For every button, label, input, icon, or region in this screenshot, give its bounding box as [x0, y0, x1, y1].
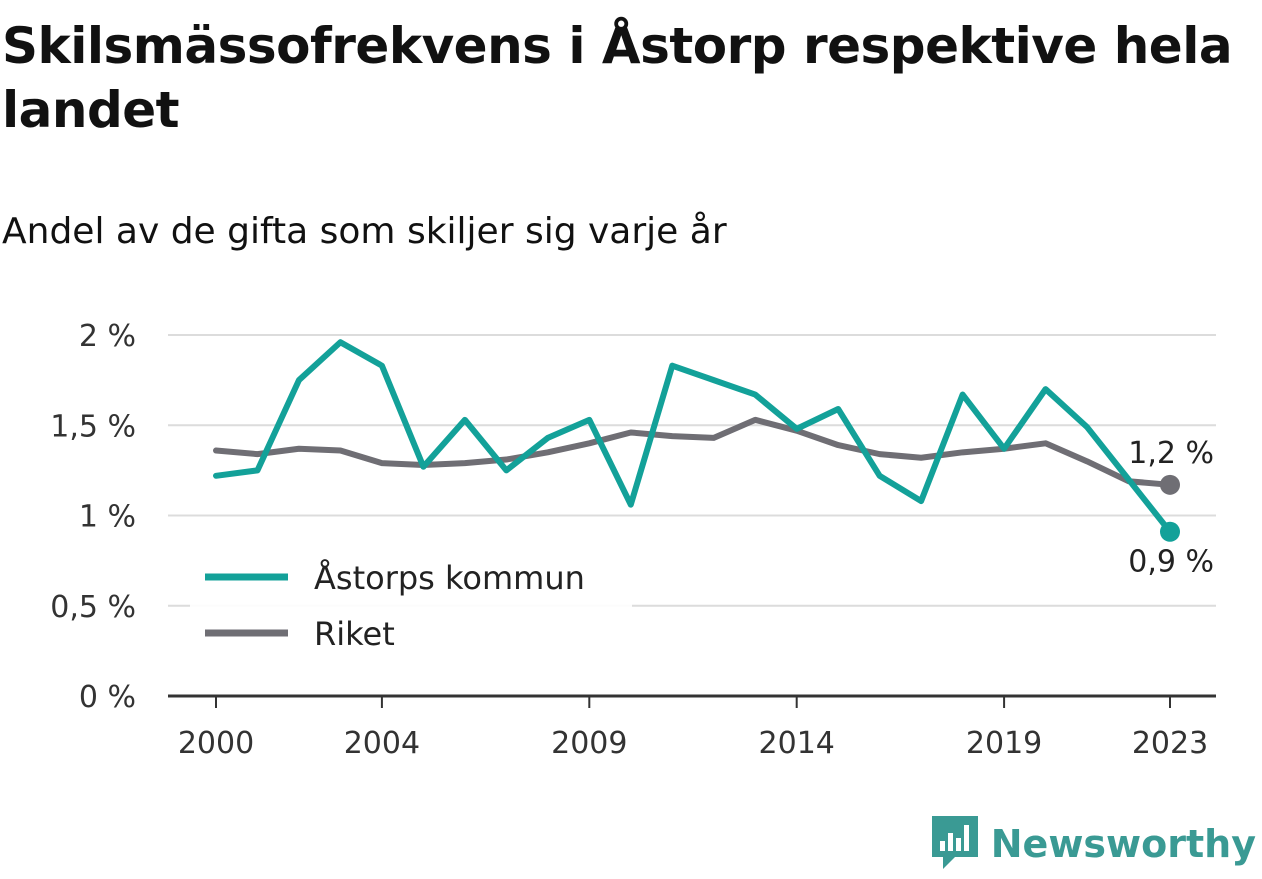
y-tick-label: 1,5 % [50, 409, 136, 444]
x-tick-label: 2014 [759, 726, 835, 761]
chart-title: Skilsmässofrekvens i Åstorp respektive h… [2, 17, 1233, 139]
brand-logo: Newsworthy [929, 813, 1256, 875]
x-tick-label: 2019 [966, 726, 1042, 761]
legend-label-astorp: Åstorps kommun [314, 559, 585, 597]
y-axis-ticks: 0 % 0,5 % 1 % 1,5 % 2 % [50, 319, 136, 715]
y-tick-label: 2 % [79, 319, 136, 354]
chart-subtitle: Andel av de gifta som skiljer sig varje … [2, 211, 727, 252]
x-tick-label: 2000 [178, 726, 254, 761]
legend-label-riket: Riket [314, 615, 395, 653]
endpoint-label-astorp: 0,9 % [1128, 545, 1214, 580]
endpoint-label-riket: 1,2 % [1128, 436, 1214, 471]
y-tick-label: 1 % [79, 500, 136, 535]
endpoint-marker-astorp [1160, 521, 1180, 542]
series-lines [213, 339, 1173, 535]
x-axis-ticks: 2000 2004 2009 2014 2019 2023 [178, 696, 1208, 761]
newsworthy-logo-icon [929, 813, 981, 875]
legend: Åstorps kommun Riket [190, 548, 632, 658]
x-tick-label: 2023 [1132, 726, 1208, 761]
line-chart: 0 % 0,5 % 1 % 1,5 % 2 % 2000 2004 2009 2014 2019… [50, 319, 1216, 761]
y-tick-label: 0,5 % [50, 590, 136, 625]
series-endpoints: 1,2 % 0,9 % [1128, 436, 1214, 580]
brand-name: Newsworthy [990, 822, 1256, 866]
series-line-riket [213, 416, 1173, 488]
legend-background [190, 548, 632, 658]
x-tick-label: 2009 [551, 726, 627, 761]
y-tick-label: 0 % [79, 680, 136, 715]
series-line-astorp [213, 339, 1173, 535]
x-tick-label: 2004 [344, 726, 420, 761]
endpoint-marker-riket [1160, 474, 1180, 495]
